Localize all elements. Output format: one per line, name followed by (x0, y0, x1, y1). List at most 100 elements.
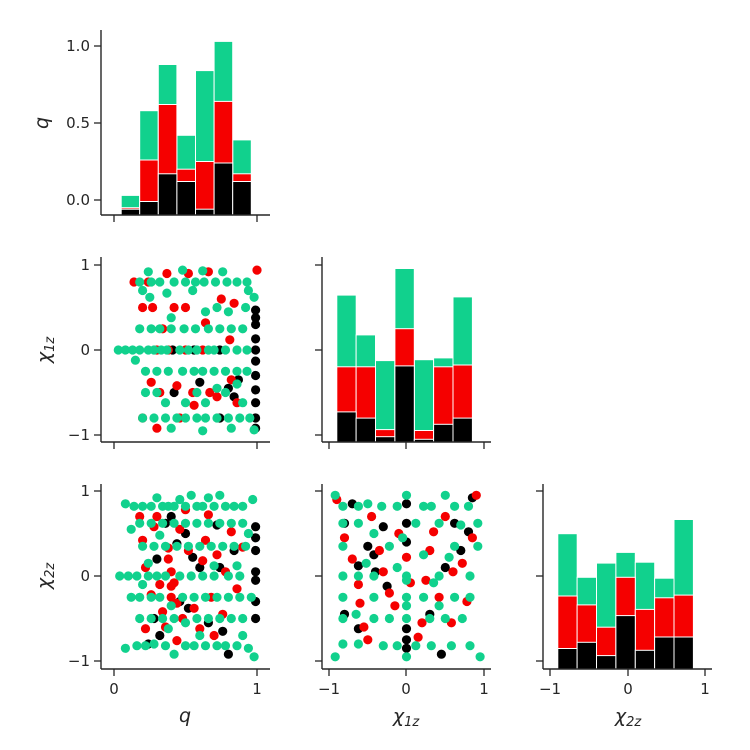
scatter-point (229, 298, 239, 308)
scatter-point (180, 518, 191, 528)
scatter-point (248, 494, 258, 505)
scatter-q-chi2z-ytick-label: 1 (80, 482, 90, 500)
scatter-point (209, 501, 219, 511)
scatter-point (401, 552, 412, 562)
scatter-point (218, 267, 228, 277)
scatter-point (369, 528, 379, 539)
scatter-point (155, 277, 165, 287)
scatter-point (471, 490, 481, 500)
scatter-point (135, 518, 145, 528)
scatter-point (192, 518, 202, 528)
histogram-bar (596, 655, 617, 670)
scatter-point (200, 641, 211, 651)
scatter-point (465, 592, 475, 602)
scatter-point (188, 552, 198, 562)
scatter-point (152, 571, 162, 581)
scatter-point (440, 613, 450, 624)
scatter-point (135, 613, 145, 624)
scatter-point (251, 334, 261, 344)
scatter-point (463, 501, 474, 511)
scatter-point (251, 545, 261, 556)
scatter-point (148, 302, 158, 313)
histogram-bar (433, 423, 454, 443)
scatter-point (149, 413, 159, 423)
scatter-point (361, 558, 371, 568)
scatter-point (384, 541, 394, 551)
histogram-bar (213, 162, 234, 216)
scatter-point (189, 366, 199, 376)
scatter-point (209, 630, 219, 641)
panel-scatter-chi1z-chi2z: −1 0 1 χ1z (315, 484, 491, 730)
scatter-point (135, 277, 145, 287)
scatter-point (166, 324, 176, 334)
scatter-point (120, 499, 130, 509)
scatter-point (180, 618, 191, 628)
scatter-point (243, 643, 253, 653)
scatter-point (195, 377, 205, 387)
scatter-point (232, 379, 242, 389)
scatter-point (163, 624, 173, 634)
scatter-point (152, 366, 162, 376)
scatter-point (429, 527, 439, 537)
scatter-point (158, 607, 168, 617)
scatter-point (212, 641, 222, 651)
histogram-bar (195, 161, 215, 216)
scatter-point (152, 554, 162, 564)
scatter-point (225, 335, 235, 345)
panel-scatter-q-chi1z: 1 0 −1 χ1z (33, 256, 270, 449)
scatter-point (166, 601, 176, 611)
scatter-point (378, 567, 388, 577)
scatter-point (426, 501, 436, 511)
scatter-point (434, 601, 444, 611)
scatter-point (249, 652, 259, 662)
scatter-point (215, 518, 225, 528)
scatter-point (363, 541, 373, 551)
scatter-point (473, 518, 483, 528)
scatter-point (363, 635, 373, 645)
scatter-point (251, 533, 261, 543)
scatter-point (198, 571, 208, 581)
scatter-point (130, 355, 140, 365)
scatter-point (457, 613, 467, 624)
scatter-point (120, 345, 130, 355)
scatter-point (192, 387, 202, 398)
scatter-point (223, 571, 233, 581)
histogram-bar (232, 181, 252, 216)
scatter-point (180, 501, 191, 511)
scatter-point (188, 285, 198, 296)
scatter-point (419, 592, 429, 602)
scatter-point (251, 613, 261, 624)
scatter-point (238, 398, 248, 408)
scatter-point (446, 641, 456, 651)
scatter-point (392, 501, 402, 511)
scatter-point (155, 579, 165, 590)
scatter-point (238, 324, 248, 334)
scatter-point (113, 345, 123, 355)
scatter-point (226, 324, 236, 334)
scatter-point (209, 571, 219, 581)
scatter-point (243, 285, 253, 296)
scatter-point (199, 277, 209, 287)
scatter-point (178, 265, 188, 275)
scatter-point (186, 490, 196, 500)
scatter-point (338, 501, 348, 511)
scatter-point (223, 592, 233, 602)
scatter-point (126, 524, 136, 534)
histogram-bar (634, 649, 656, 670)
scatter-point (223, 307, 233, 317)
scatter-point (384, 613, 394, 624)
scatter-point (155, 630, 165, 641)
scatter-point (189, 603, 199, 613)
hist-chi2z-xtick-label: 1 (700, 680, 710, 698)
scatter-point (215, 613, 225, 624)
scatter-point (475, 652, 485, 662)
scatter-q-chi1z-ytick-label: −1 (68, 426, 90, 444)
scatter-point (203, 518, 213, 528)
scatter-point (243, 528, 253, 539)
scatter-point (138, 285, 148, 296)
scatter-point (216, 294, 226, 304)
scatter-point (192, 413, 202, 423)
scatter-point (421, 575, 431, 585)
scatter-point (450, 592, 460, 602)
scatter-point (252, 265, 262, 275)
